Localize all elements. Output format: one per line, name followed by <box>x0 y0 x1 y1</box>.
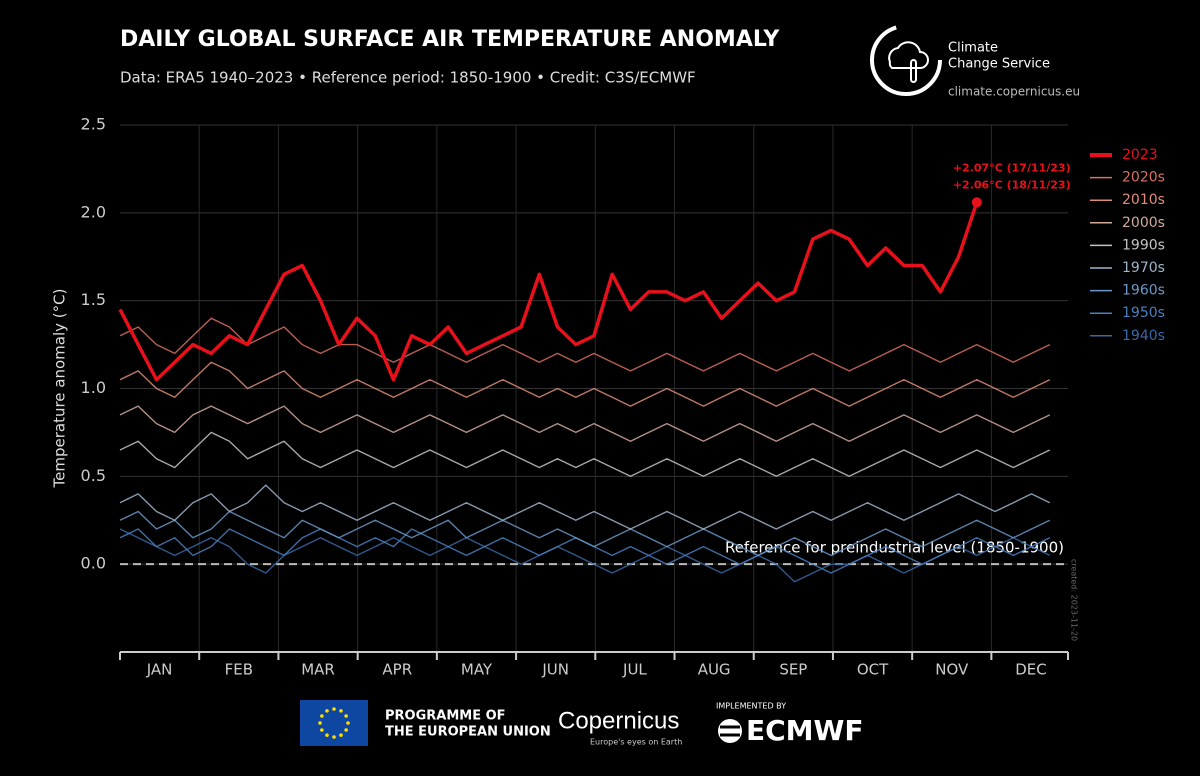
y-tick-label: 2.5 <box>81 115 106 134</box>
decade-line <box>119 361 1051 407</box>
eu-star <box>339 733 343 737</box>
logo-ring <box>870 24 942 96</box>
chart-subtitle: Data: ERA5 1940–2023 • Reference period:… <box>120 69 696 87</box>
legend-label: 1990s <box>1122 237 1165 253</box>
logo-thermometer <box>910 59 917 83</box>
annotation: +2.07°C (17/11/23) <box>953 161 1071 174</box>
eu-stars <box>318 707 350 739</box>
ecmwf-logo: ECMWF <box>746 714 864 747</box>
y-tick-label: 1.5 <box>81 290 106 309</box>
last-point <box>971 197 982 208</box>
x-tick-label: JAN <box>146 661 173 679</box>
x-tick-label: JUN <box>541 661 569 679</box>
logo-cloud <box>888 41 929 69</box>
legend-label: 1970s <box>1122 260 1165 276</box>
eu-star <box>325 709 329 713</box>
x-tick-label: DEC <box>1015 661 1047 679</box>
eu-star <box>325 733 329 737</box>
logo-url: climate.copernicus.eu <box>948 85 1080 99</box>
footer-text: THE EUROPEAN UNION <box>385 725 551 740</box>
eu-star <box>332 735 336 739</box>
copernicus-tagline: Europe's eyes on Earth <box>590 738 682 747</box>
legend-label: 2020s <box>1122 170 1165 186</box>
eu-star <box>320 714 324 718</box>
footer: PROGRAMME OF THE EUROPEAN UNION Copernic… <box>300 700 864 747</box>
y-tick-label: 0.5 <box>81 466 106 485</box>
copernicus-logo: Copernicus <box>558 707 679 734</box>
decade-line <box>119 317 1051 372</box>
x-tick-label: AUG <box>698 661 731 679</box>
annotation: +2.06°C (18/11/23) <box>953 178 1071 191</box>
x-tick-label: JUL <box>622 661 647 679</box>
eu-star <box>346 721 350 725</box>
eu-flag <box>300 700 368 746</box>
decade-line <box>119 510 1051 557</box>
footer-text: IMPLEMENTED BY <box>716 702 786 711</box>
legend-label: 2000s <box>1122 215 1165 231</box>
y-tick-label: 1.0 <box>81 378 106 397</box>
chart-title: DAILY GLOBAL SURFACE AIR TEMPERATURE ANO… <box>120 27 780 52</box>
x-tick-label: NOV <box>935 661 969 679</box>
c3s-logo: Climate Change Service climate.copernicu… <box>870 24 1080 99</box>
legend-label: 2010s <box>1122 192 1165 208</box>
x-tick-label: OCT <box>857 661 889 679</box>
decade-line <box>119 528 1051 583</box>
x-tick-label: APR <box>382 661 412 679</box>
x-tick-label: MAY <box>461 661 493 679</box>
legend-label: 2023 <box>1122 147 1158 163</box>
x-tick-label: MAR <box>301 661 335 679</box>
ecmwf-mark <box>718 719 742 743</box>
y-axis-label: Temperature anomaly (°C) <box>51 289 69 489</box>
legend-label: 1960s <box>1122 283 1165 299</box>
legend-label: 1950s <box>1122 305 1165 321</box>
eu-star <box>344 714 348 718</box>
eu-star <box>344 728 348 732</box>
decade-line <box>119 405 1051 442</box>
plot: 0.0 0.5 1.0 1.5 2.0 2.5 JAN FEB MAR APR MAY JUN JUL A… <box>81 115 1165 679</box>
ecmwf-mark-lines <box>720 725 740 737</box>
logo-text: Climate <box>948 41 998 56</box>
footer-text: PROGRAMME OF <box>385 709 506 724</box>
eu-star <box>318 721 322 725</box>
legend-label: 1940s <box>1122 328 1165 344</box>
eu-star <box>332 707 336 711</box>
highlight-line <box>118 201 979 382</box>
decade-line <box>119 484 1051 530</box>
x-tick-label: SEP <box>779 661 807 679</box>
decade-line <box>119 431 1051 477</box>
eu-star <box>320 728 324 732</box>
y-tick-label: 2.0 <box>81 202 106 221</box>
reference-label: Reference for preindustrial level (1850-… <box>725 539 1064 557</box>
y-tick-label: 0.0 <box>81 554 106 573</box>
created-note: created: 2023-11-20 <box>1070 559 1079 641</box>
logo-text: Change Service <box>948 57 1050 72</box>
eu-star <box>339 709 343 713</box>
x-tick-label: FEB <box>225 661 253 679</box>
